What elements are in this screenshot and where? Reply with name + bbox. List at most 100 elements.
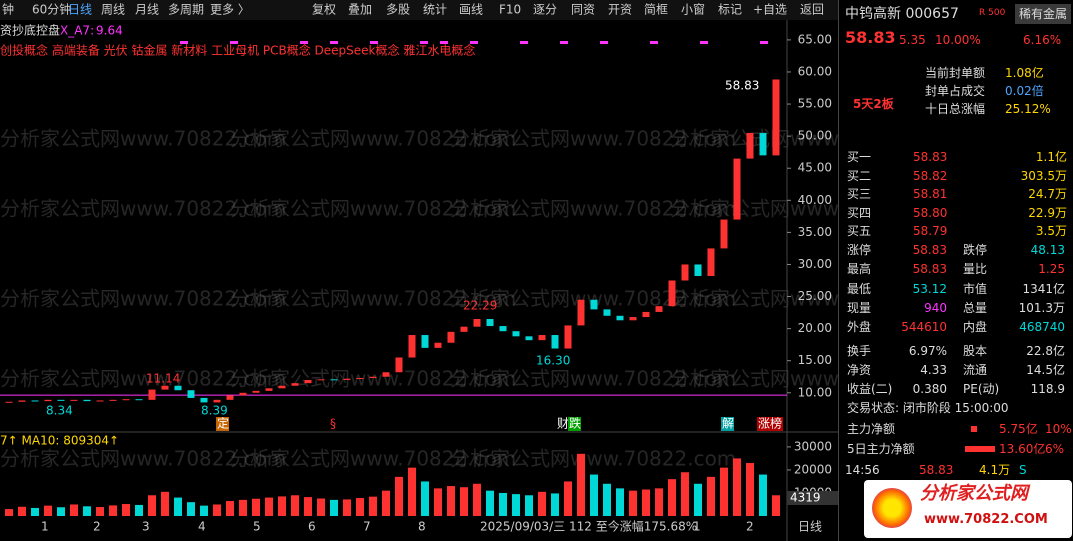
candle xyxy=(382,372,390,377)
book-price: 58.81 xyxy=(913,187,948,201)
tick-field: 4.1万 xyxy=(979,463,1011,477)
tool-button[interactable]: 画线 xyxy=(459,3,483,17)
stat-label: 股本 xyxy=(963,343,988,358)
x-tick-label: 4 xyxy=(198,520,206,534)
tool-button[interactable]: 统计 xyxy=(423,3,447,17)
volume-bar xyxy=(44,505,52,516)
volume-bar xyxy=(642,489,650,516)
watermark: 分析家公式网www.70822.com xyxy=(0,447,286,471)
volume-bar xyxy=(291,495,299,516)
watermark: 分析家公式网www.70822.com xyxy=(670,287,838,311)
candle xyxy=(369,376,377,379)
stat-label: 最低 xyxy=(847,281,872,296)
logo: 分析家公式网 www.70822.COM xyxy=(864,480,1072,538)
volume-bar xyxy=(109,505,117,516)
flow-pct: 6% xyxy=(1045,442,1065,456)
tool-button[interactable]: 小窗 xyxy=(681,3,705,17)
candle xyxy=(109,399,117,401)
price-annotation: 16.30 xyxy=(536,354,570,368)
period-button[interactable]: 月线 xyxy=(135,3,159,17)
marker-dash xyxy=(370,41,378,44)
period-button[interactable]: 周线 xyxy=(101,3,125,17)
book-price: 58.82 xyxy=(913,168,948,183)
candle xyxy=(772,79,780,156)
seal-value: 0.02倍 xyxy=(1005,84,1044,98)
tool-button[interactable]: 标记 xyxy=(718,3,742,17)
y-tick-label: 30.00 xyxy=(798,257,832,271)
candle xyxy=(499,326,507,332)
volume-bar xyxy=(473,483,481,516)
candle xyxy=(512,331,520,337)
chart: 分析家公式网www.70822.com分析家公式网www.70822.com分析… xyxy=(0,0,838,541)
volume-bar xyxy=(317,498,325,516)
event-marker-bg xyxy=(556,417,569,431)
tool-button[interactable]: 简框 xyxy=(644,3,668,17)
sector-change: 6.16% xyxy=(1023,33,1062,47)
volume-bar xyxy=(460,487,468,516)
tool-button[interactable]: 开资 xyxy=(608,3,632,17)
tool-button[interactable]: 同资 xyxy=(571,3,595,17)
candle xyxy=(291,383,299,386)
watermark: 分析家公式网www.70822.com xyxy=(230,127,516,151)
stat-label: 换手 xyxy=(847,343,872,358)
watermark: 分析家公式网www.70822.com xyxy=(450,127,736,151)
tool-button[interactable]: 逐分 xyxy=(533,3,557,17)
marker-dash xyxy=(420,41,428,44)
candle xyxy=(590,299,598,310)
candle xyxy=(96,400,104,402)
tool-button[interactable]: 复权 xyxy=(312,3,336,17)
volume-bar xyxy=(707,476,715,516)
candle xyxy=(720,219,728,249)
marker-dash xyxy=(440,41,448,44)
tool-button[interactable]: 返回 xyxy=(800,3,824,17)
candle xyxy=(278,385,286,389)
price-annotation: 11.14 xyxy=(146,372,180,386)
price-annotation: 8.39 xyxy=(201,404,228,418)
book-label: 买一 xyxy=(847,150,872,164)
tool-button[interactable]: 多股 xyxy=(386,3,410,17)
volume-bar xyxy=(239,499,247,516)
period-button[interactable]: 60分钟 xyxy=(32,2,71,17)
volume-bar xyxy=(590,474,598,516)
volume-y-tick-label: 30000 xyxy=(794,439,832,453)
indicator-label: X_A7: xyxy=(60,24,94,38)
candle xyxy=(525,336,533,341)
volume-bar xyxy=(694,483,702,516)
x-tick-label: 1 xyxy=(693,520,701,534)
seal-label: 十日总涨幅 xyxy=(925,102,986,116)
y-tick-label: 25.00 xyxy=(798,289,832,303)
stat-label: 内盘 xyxy=(963,320,988,335)
candle xyxy=(447,331,455,343)
period-button[interactable]: 更多 〉 xyxy=(210,3,250,17)
volume-bar xyxy=(31,507,39,516)
period-button[interactable]: 钟 xyxy=(2,2,14,17)
watermark: 分析家公式网www.70822.com xyxy=(0,287,286,311)
tool-button[interactable]: +自选 xyxy=(753,3,787,17)
badge: R 500 xyxy=(979,8,1006,18)
candle xyxy=(551,335,559,349)
volume-bar xyxy=(772,495,780,516)
marker-dash xyxy=(470,41,478,44)
y-tick-label: 35.00 xyxy=(798,225,832,239)
period-button[interactable]: 日线 xyxy=(68,3,92,17)
candle xyxy=(265,388,273,391)
watermark: 分析家公式网www.70822.com xyxy=(230,447,516,471)
event-marker: 解 xyxy=(722,417,734,431)
tool-button[interactable]: 叠加 xyxy=(348,3,372,17)
stat-label: 涨停 xyxy=(847,243,872,257)
candle xyxy=(5,401,13,403)
stat-value: 1.25 xyxy=(1038,262,1065,277)
y-tick-label: 40.00 xyxy=(798,193,832,207)
period-button[interactable]: 多周期 xyxy=(168,3,204,17)
x-tick-label: 2 xyxy=(93,520,101,534)
candle xyxy=(564,325,572,349)
candle xyxy=(343,378,351,380)
tool-button[interactable]: F10 xyxy=(499,3,521,17)
volume-bar xyxy=(5,509,13,516)
volume-bar xyxy=(187,502,195,516)
watermark: 分析家公式网www.70822.com xyxy=(230,197,516,221)
flow-value: 13.60亿 xyxy=(999,442,1046,456)
stat-value: 58.83 xyxy=(912,262,947,277)
book-label: 买五 xyxy=(847,224,872,238)
candle xyxy=(213,399,221,403)
